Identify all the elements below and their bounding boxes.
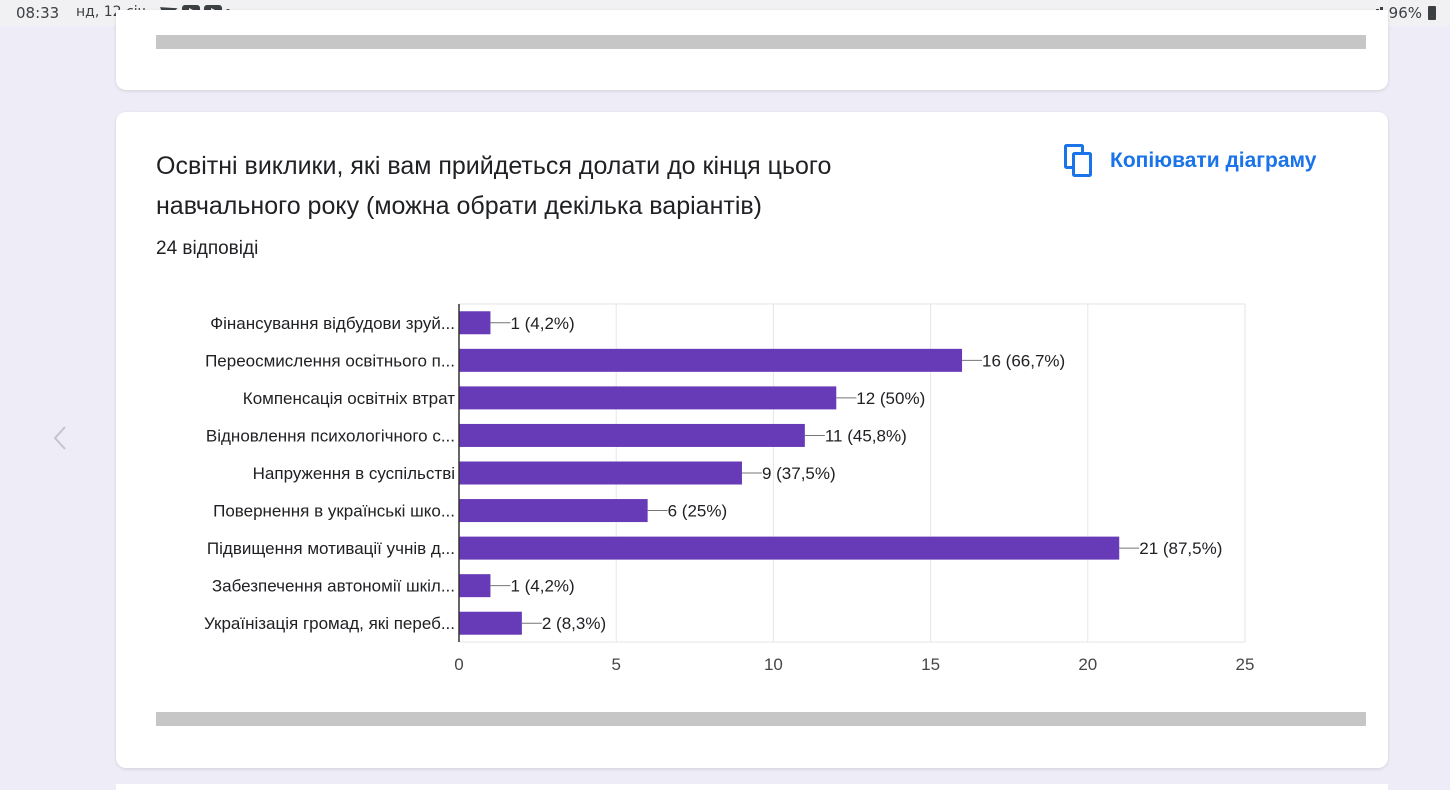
x-tick-label: 10 (764, 655, 783, 674)
category-label: Переосмислення освітнього п... (205, 351, 455, 370)
copy-chart-label: Копіювати діаграму (1110, 149, 1317, 172)
horizontal-scrollbar[interactable] (156, 712, 1366, 726)
bar (459, 386, 837, 410)
data-label: 9 (37,5%) (762, 464, 836, 483)
category-label: Підвищення мотивації учнів д... (207, 539, 455, 558)
data-label: 1 (4,2%) (510, 314, 574, 333)
data-label: 21 (87,5%) (1139, 539, 1222, 558)
question-title: Освітні виклики, які вам прийдеться дола… (156, 152, 832, 220)
status-time: 08:33 (16, 4, 60, 22)
copy-icon (1064, 144, 1092, 177)
category-label: Повернення в українські шко... (213, 502, 455, 521)
category-label: Відновлення психологічного с... (206, 426, 455, 445)
copy-chart-button[interactable]: Копіювати діаграму (1064, 144, 1316, 178)
category-label: Забезпечення автономії шкіл... (212, 577, 455, 596)
bar (459, 611, 522, 635)
data-label: 12 (50%) (856, 389, 925, 408)
bar (459, 423, 805, 447)
bar (459, 574, 491, 598)
x-tick-label: 25 (1236, 655, 1255, 674)
bar (459, 499, 648, 523)
bar (459, 461, 742, 485)
data-label: 16 (66,7%) (982, 351, 1065, 370)
data-label: 11 (45,8%) (825, 426, 907, 445)
bar-chart: Фінансування відбудови зруй... 1 (4,2%) Пе… (204, 303, 1255, 674)
x-tick-label: 20 (1078, 655, 1097, 674)
category-label: Українізація громад, які переб... (204, 614, 455, 633)
category-label: Компенсація освітніх втрат (243, 389, 455, 408)
bar (459, 311, 491, 335)
chevron-left-icon[interactable] (50, 424, 70, 452)
response-count: 24 відповіді (156, 238, 259, 259)
data-label: 2 (8,3%) (542, 614, 606, 633)
x-tick-label: 0 (454, 655, 463, 674)
category-label: Фінансування відбудови зруй... (210, 314, 455, 333)
category-label: Напруження в суспільстві (253, 464, 455, 483)
bar (459, 348, 963, 372)
battery-icon (1428, 6, 1436, 20)
horizontal-scrollbar[interactable] (156, 35, 1366, 49)
question-summary-card: Освітні виклики, які вам прийдеться дола… (116, 112, 1388, 768)
bar (459, 536, 1120, 560)
battery-percent: 96% (1388, 4, 1422, 22)
next-card-edge (116, 784, 1388, 790)
x-tick-label: 5 (611, 655, 620, 674)
x-tick-label: 15 (921, 655, 940, 674)
previous-question-card (116, 10, 1388, 90)
data-label: 6 (25%) (668, 502, 728, 521)
data-label: 1 (4,2%) (510, 577, 574, 596)
